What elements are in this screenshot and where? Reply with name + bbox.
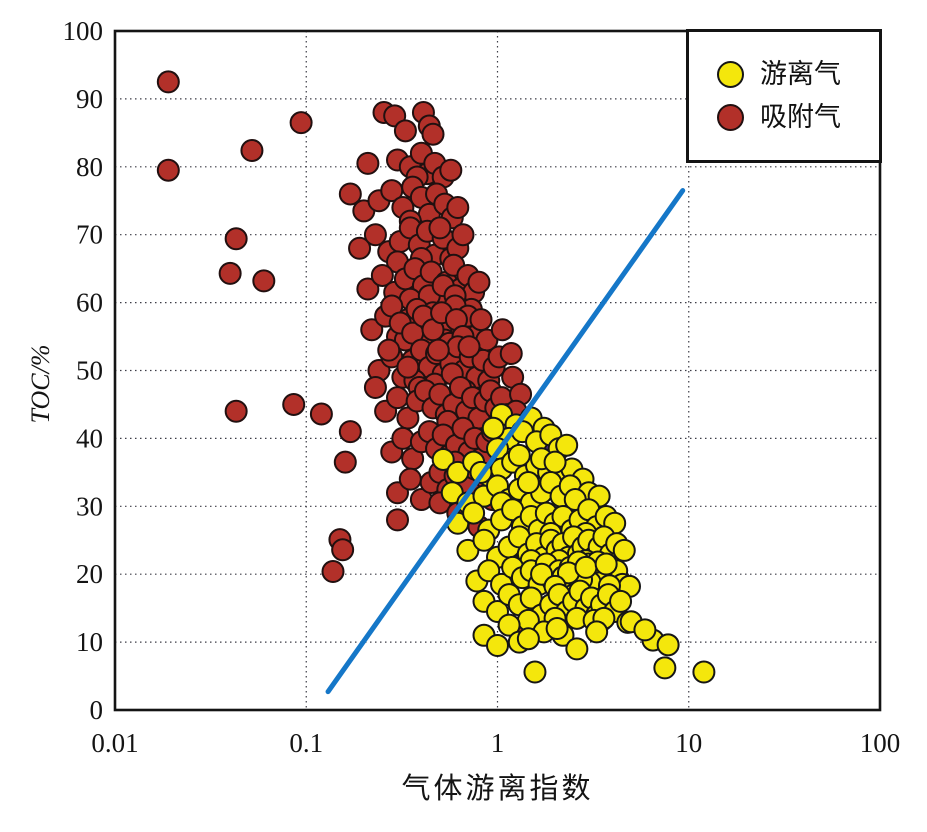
x-tick-label: 1 (491, 728, 505, 758)
data-point-adsorbed-gas (467, 270, 491, 294)
data-point-adsorbed-gas (363, 375, 387, 399)
data-point-adsorbed-gas (370, 263, 394, 287)
data-point-free-gas (574, 555, 598, 579)
data-point-adsorbed-gas (398, 467, 422, 491)
data-point-adsorbed-gas (457, 335, 481, 359)
data-point-adsorbed-gas (309, 402, 333, 426)
free-gas-marker-icon (717, 61, 744, 88)
data-point-adsorbed-gas (331, 538, 355, 562)
y-tick-label: 20 (76, 559, 103, 589)
data-point-free-gas (462, 501, 486, 525)
data-point-free-gas (633, 618, 657, 642)
data-point-free-gas (486, 633, 509, 657)
data-point-adsorbed-gas (439, 158, 463, 182)
data-point-free-gas (585, 620, 609, 644)
data-point-adsorbed-gas (321, 559, 345, 583)
y-tick-label: 40 (76, 423, 103, 453)
data-point-adsorbed-gas (356, 151, 380, 175)
data-point-adsorbed-gas (393, 119, 417, 143)
y-tick-label: 90 (76, 84, 103, 114)
data-point-adsorbed-gas (252, 269, 276, 293)
data-point-free-gas (472, 528, 496, 552)
x-axis-title: 气体游离指数 (401, 773, 594, 805)
data-point-adsorbed-gas (391, 426, 415, 450)
legend-item-free-gas: 游离气 (717, 61, 879, 88)
data-point-adsorbed-gas (428, 216, 452, 240)
data-point-free-gas (692, 660, 716, 684)
data-point-adsorbed-gas (451, 223, 475, 247)
legend-item-adsorbed-gas: 吸附气 (717, 104, 879, 131)
data-point-free-gas (481, 416, 505, 440)
data-point-adsorbed-gas (377, 338, 401, 362)
data-point-free-gas (431, 447, 455, 471)
data-point-adsorbed-gas (240, 139, 264, 163)
data-point-adsorbed-gas (446, 196, 470, 220)
x-tick-label: 10 (675, 728, 702, 758)
data-point-adsorbed-gas (385, 386, 409, 410)
trend-line (325, 188, 686, 695)
data-point-adsorbed-gas (356, 277, 380, 301)
data-point-adsorbed-gas (156, 158, 180, 182)
data-point-free-gas (565, 637, 589, 661)
data-point-adsorbed-gas (396, 355, 420, 379)
data-point-adsorbed-gas (282, 392, 306, 416)
data-point-adsorbed-gas (338, 420, 362, 444)
y-tick-label: 30 (76, 491, 103, 521)
data-point-adsorbed-gas (333, 450, 357, 474)
y-tick-label: 80 (76, 152, 103, 182)
data-point-adsorbed-gas (499, 342, 523, 366)
legend-label-adsorbed-gas: 吸附气 (760, 102, 841, 132)
plot-border (113, 29, 882, 712)
data-point-adsorbed-gas (218, 261, 242, 285)
legend-label-free-gas: 游离气 (760, 59, 841, 89)
x-tick-label: 0.1 (289, 728, 323, 758)
y-tick-label: 100 (63, 16, 104, 46)
data-point-free-gas (612, 538, 636, 562)
y-tick-label: 50 (76, 356, 103, 386)
data-point-free-gas (523, 660, 547, 684)
data-point-adsorbed-gas (224, 399, 248, 423)
data-point-free-gas (456, 538, 480, 562)
data-point-free-gas (516, 627, 540, 651)
data-point-free-gas (594, 552, 618, 576)
data-point-free-gas (555, 433, 579, 457)
data-point-adsorbed-gas (385, 508, 409, 532)
data-point-free-gas (516, 471, 540, 495)
data-point-adsorbed-gas (421, 122, 445, 146)
y-tick-label: 60 (76, 288, 103, 318)
legend: 游离气 吸附气 (686, 29, 882, 163)
data-point-adsorbed-gas (360, 318, 384, 342)
data-point-adsorbed-gas (338, 182, 362, 206)
data-point-adsorbed-gas (469, 308, 493, 332)
data-point-free-gas (507, 443, 531, 467)
data-point-adsorbed-gas (289, 111, 313, 135)
data-point-adsorbed-gas (156, 70, 180, 94)
data-point-adsorbed-gas (490, 318, 514, 342)
data-point-free-gas (497, 613, 521, 637)
data-point-free-gas (653, 656, 677, 680)
data-point-adsorbed-gas (426, 338, 450, 362)
adsorbed-gas-marker-icon (717, 104, 744, 131)
data-point-free-gas (543, 450, 567, 474)
data-point-free-gas (545, 617, 569, 641)
x-tick-label: 0.01 (91, 728, 138, 758)
data-point-adsorbed-gas (363, 223, 387, 247)
y-tick-label: 70 (76, 220, 103, 250)
data-point-adsorbed-gas (224, 227, 248, 251)
y-tick-label: 0 (90, 695, 104, 725)
y-tick-label: 10 (76, 627, 103, 657)
data-point-free-gas (609, 589, 633, 613)
x-tick-label: 100 (860, 728, 901, 758)
data-point-adsorbed-gas (348, 236, 372, 260)
y-axis-title: TOC/% (26, 344, 55, 424)
data-point-free-gas (656, 633, 680, 657)
